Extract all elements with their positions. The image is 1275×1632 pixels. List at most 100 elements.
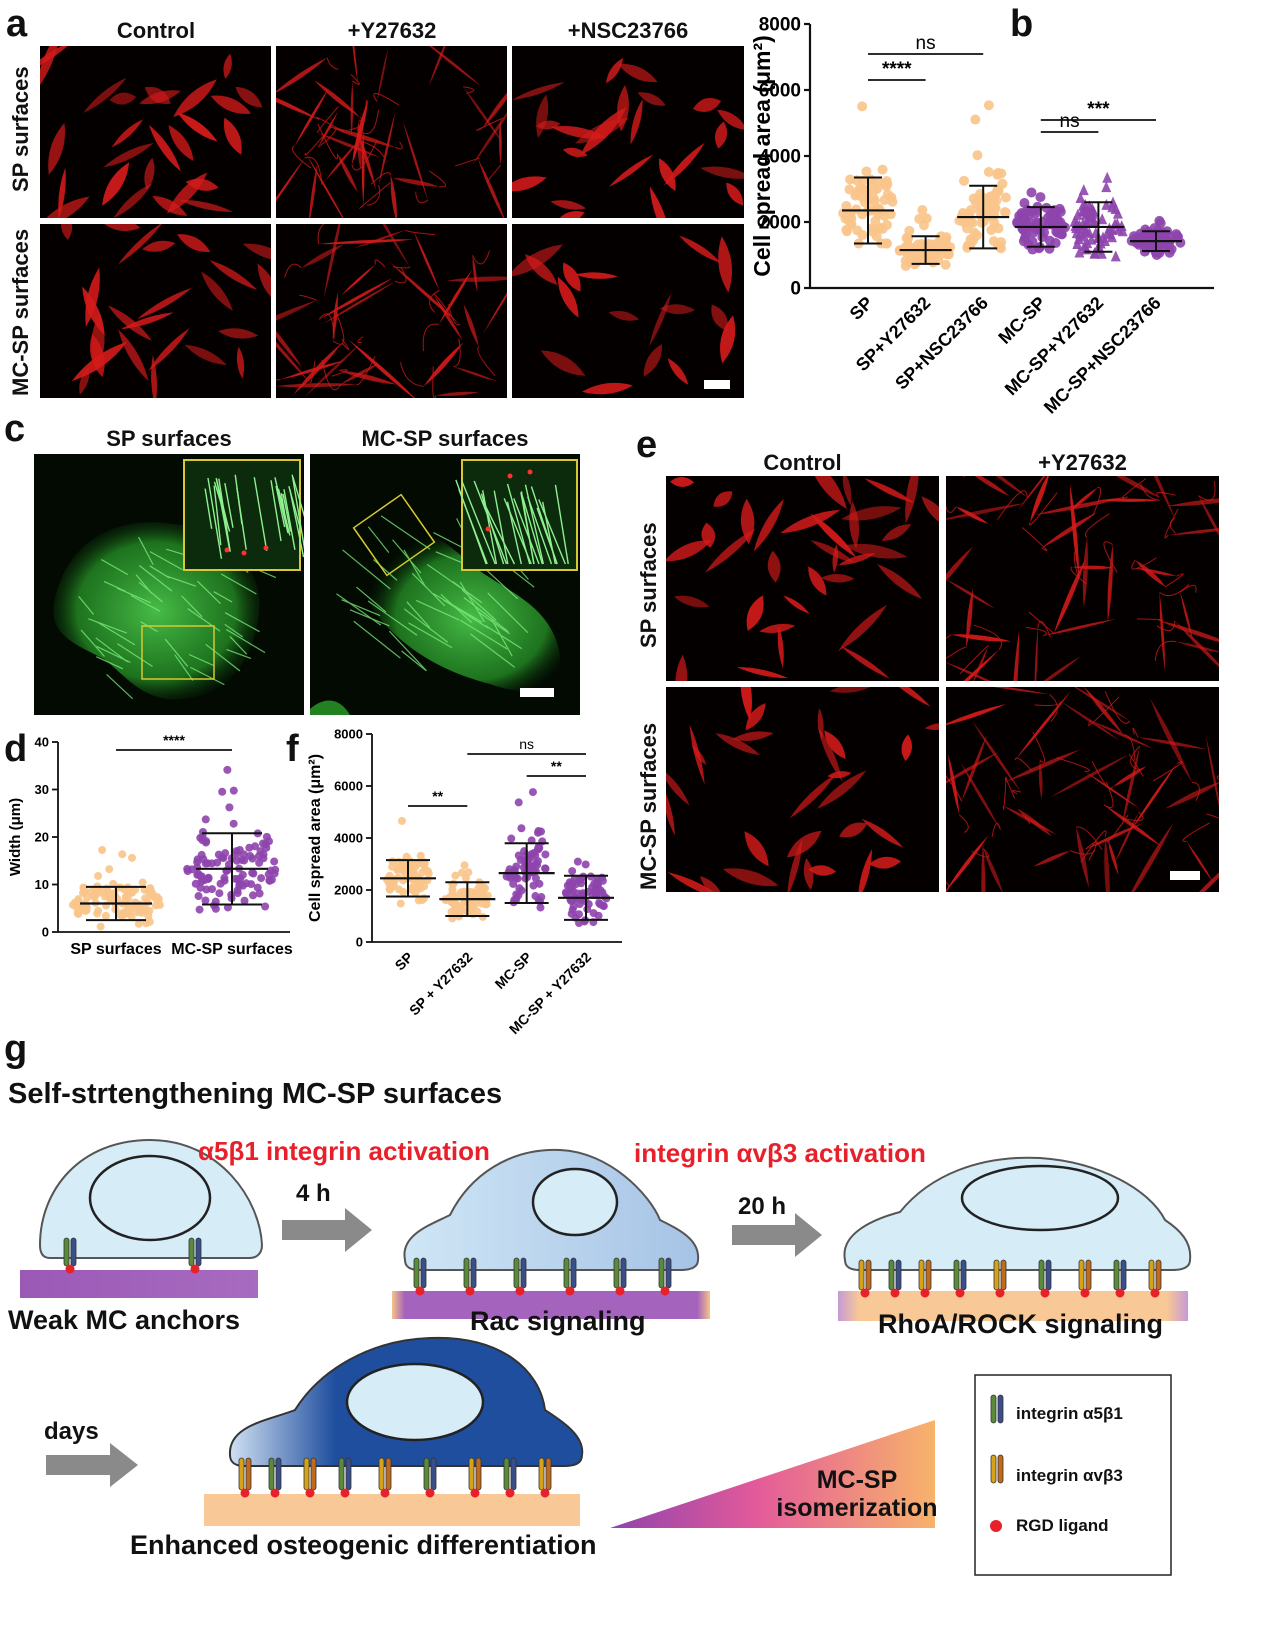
stage-osteogenic-label: Enhanced osteogenic differentiation (130, 1530, 597, 1560)
cell-shape (1034, 628, 1038, 681)
integrin-a5b1 (338, 1457, 352, 1498)
integrin-a5b1 (413, 1257, 427, 1296)
stress-fiber (213, 591, 233, 603)
rgd-ligand (890, 1288, 900, 1298)
data-point (515, 884, 524, 893)
filopodium (997, 490, 1028, 520)
cell-shape (789, 773, 836, 819)
cell-shape (843, 543, 908, 559)
data-point (510, 895, 519, 904)
cell-shape (536, 94, 549, 139)
stress-fiber (220, 573, 257, 595)
focal-adhesion (282, 493, 292, 532)
data-point (402, 852, 411, 861)
filopodium (1069, 850, 1096, 855)
data-point (563, 881, 572, 890)
data-point (238, 870, 247, 879)
data-point (855, 182, 866, 193)
cell-shape (144, 157, 155, 191)
cell-shape (746, 595, 764, 631)
data-point (393, 866, 402, 875)
cell-shape (667, 358, 689, 385)
filopodium (405, 229, 436, 236)
filopodium (1092, 486, 1102, 517)
cell-shape (382, 224, 410, 267)
integrin-a5b1 (188, 1237, 202, 1274)
filopodium (1182, 822, 1210, 842)
significance-label: ns (519, 736, 534, 752)
cell-shape (858, 849, 872, 892)
cell-shape (966, 588, 973, 648)
data-point (464, 868, 473, 877)
cell-shape (745, 703, 766, 731)
data-point (868, 193, 879, 204)
filopodium (321, 359, 342, 391)
data-point (201, 896, 210, 905)
micrograph-c-mcsp-paxillin (310, 454, 580, 715)
filopodium (1216, 774, 1219, 781)
x-tick-label: MC-SP (994, 293, 1049, 348)
cell-shape (816, 770, 867, 809)
cell-shape (898, 687, 931, 707)
filopodium (422, 323, 439, 352)
rgd-ligand (1080, 1288, 1090, 1298)
data-point (201, 838, 210, 847)
data-point (575, 875, 584, 884)
data-point (249, 891, 258, 900)
cell-shape (1085, 823, 1143, 850)
data-point (983, 166, 994, 177)
panel-e-row-sp: SP surfaces (636, 522, 661, 648)
data-point (118, 850, 127, 859)
stress-fiber (426, 563, 477, 600)
cell-shape (951, 634, 1012, 642)
data-point (850, 190, 861, 201)
cell-shape (981, 842, 986, 892)
cell-shape (864, 478, 915, 504)
rgd-ligand (540, 1488, 550, 1498)
data-point (229, 819, 238, 828)
cell-shape (323, 224, 341, 299)
data-point (845, 174, 856, 185)
cell-shape (700, 876, 721, 892)
cell-shape (223, 53, 232, 79)
integrin-avb3 (303, 1457, 317, 1498)
cell-shape (337, 153, 358, 193)
cell-shape (643, 344, 663, 377)
data-point (225, 803, 234, 812)
data-point (399, 887, 408, 896)
integrin-avb3 (1148, 1259, 1162, 1298)
cell-shape (581, 382, 633, 395)
cell-shape (1005, 749, 1081, 782)
stress-fiber (138, 536, 154, 566)
focal-adhesion (458, 489, 488, 565)
stress-fiber (181, 595, 203, 618)
integrin-a5b1 (613, 1257, 627, 1296)
cell-shape (1176, 641, 1219, 653)
cell-shape (209, 260, 258, 291)
cell-shape (1003, 805, 1057, 835)
stress-fiber (96, 645, 131, 663)
cell-shape (498, 119, 502, 166)
data-point (231, 874, 240, 883)
focal-adhesion (292, 476, 304, 518)
filopodium (318, 313, 335, 339)
stress-fiber (229, 636, 248, 655)
focal-adhesion (524, 484, 545, 565)
data-point (967, 217, 978, 228)
cell-shape (1017, 476, 1046, 511)
significance-label: **** (882, 59, 912, 80)
y-tick-label: 20 (35, 830, 49, 845)
panel-label-a: a (6, 3, 28, 45)
cell-shape (679, 235, 721, 264)
filopodium (1128, 754, 1144, 777)
data-point (857, 230, 868, 241)
focal-adhesion (461, 481, 496, 565)
cell-shape (390, 175, 397, 218)
micrograph-c-sp-paxillin (34, 454, 304, 715)
cell-shape (838, 604, 888, 652)
cell-shape (574, 272, 619, 279)
filopodium (1159, 584, 1190, 597)
data-point (265, 876, 274, 885)
cell-shape (1034, 496, 1128, 515)
cell-shape (40, 46, 58, 85)
